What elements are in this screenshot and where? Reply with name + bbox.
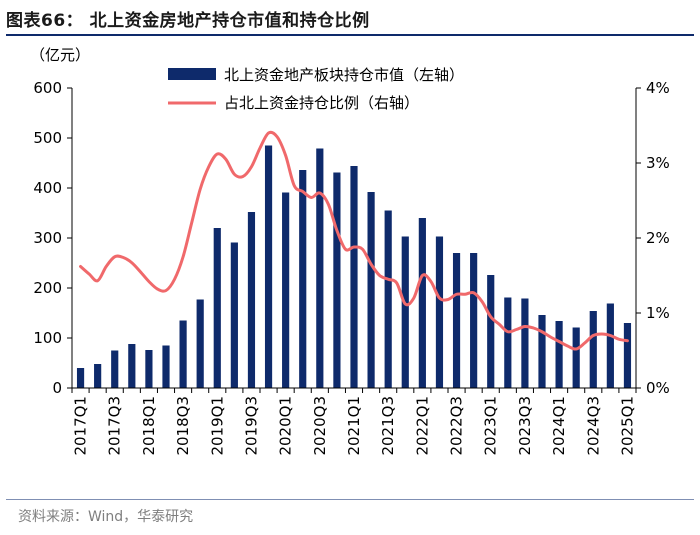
y-left-tick-label: 500 [33, 129, 62, 147]
bar-2020Q1 [282, 192, 290, 388]
bar-2024Q3 [589, 311, 597, 388]
source-rule [6, 499, 694, 500]
bar-2023Q2 [504, 297, 512, 388]
bar-2017Q1 [76, 368, 85, 388]
bar-2022Q2 [435, 236, 444, 388]
x-tick-label-2023Q1: 2023Q1 [482, 396, 500, 456]
bar-2023Q4 [538, 315, 546, 388]
bar-2023Q3 [521, 298, 529, 388]
x-tick-label-2018Q1: 2018Q1 [140, 396, 158, 456]
bar-2020Q2 [299, 170, 307, 388]
bar-2021Q3 [384, 210, 392, 388]
bar-2018Q3 [179, 320, 187, 388]
y-left-tick-label: 600 [33, 79, 62, 97]
bar-2017Q2 [94, 364, 102, 388]
axes [67, 87, 641, 393]
x-tick-label-2017Q3: 2017Q3 [106, 396, 124, 456]
title-rule [6, 34, 694, 36]
bar-2018Q2 [162, 345, 170, 388]
figure-title: 图表66： 北上资金房地产持仓市值和持仓比例 [6, 11, 370, 31]
x-tick-label-2022Q3: 2022Q3 [448, 396, 466, 456]
x-tick-label-2019Q3: 2019Q3 [242, 396, 260, 456]
x-tick-label-2021Q1: 2021Q1 [345, 396, 363, 456]
x-tick-label-2022Q1: 2022Q1 [413, 396, 431, 456]
bar-2024Q4 [606, 303, 614, 388]
y-left-unit-label: （亿元） [30, 46, 90, 64]
bar-2024Q2 [572, 327, 580, 388]
source-note: 资料来源：Wind，华泰研究 [18, 509, 194, 525]
y-left-tick-label: 200 [33, 279, 62, 297]
bar-2019Q4 [264, 145, 273, 388]
y-right-tick-label: 2% [646, 229, 670, 247]
y-right-tick-label: 4% [646, 79, 670, 97]
x-tick-label-2018Q3: 2018Q3 [174, 396, 192, 456]
x-tick-label-2020Q3: 2020Q3 [311, 396, 329, 456]
bar-2023Q1 [487, 275, 495, 388]
x-tick-label-2020Q1: 2020Q1 [277, 396, 295, 456]
legend-line-label: 占北上资金持仓比例（右轴） [224, 94, 419, 112]
bar-2018Q1 [145, 350, 153, 388]
bar-2018Q4 [196, 299, 204, 388]
bar-2021Q1 [350, 166, 358, 388]
bar-2022Q4 [470, 253, 478, 388]
x-tick-label-2023Q3: 2023Q3 [516, 396, 534, 456]
x-tick-label-2019Q1: 2019Q1 [208, 396, 226, 456]
line-series [79, 130, 629, 351]
bar-2021Q2 [367, 192, 375, 388]
bar-2017Q4 [128, 344, 136, 388]
y-left-tick-label: 300 [33, 229, 62, 247]
tick-labels: 0 100 200 300 400 500 600 0% 1% 2% 3% 4% 2017Q1 2017Q… [33, 79, 669, 456]
bar-2022Q3 [452, 253, 461, 388]
bar-2022Q1 [418, 218, 426, 388]
y-left-tick-label: 400 [33, 179, 62, 197]
y-left-tick-label: 0 [52, 379, 62, 397]
legend: 北上资金地产板块持仓市值（左轴） 占北上资金持仓比例（右轴） [168, 66, 464, 112]
bar-2019Q2 [230, 242, 238, 388]
x-tick-label-2021Q3: 2021Q3 [379, 396, 397, 456]
bar-2017Q3 [111, 350, 119, 388]
bar-2025Q1 [623, 323, 632, 388]
x-tick-label-2024Q1: 2024Q1 [550, 396, 568, 456]
x-tick-label-2017Q1: 2017Q1 [72, 396, 90, 456]
bar-2020Q4 [333, 172, 341, 388]
bar-series [76, 145, 632, 388]
y-right-tick-label: 0% [646, 379, 670, 397]
x-tick-label-2024Q3: 2024Q3 [584, 396, 602, 456]
x-tick-label-2025Q1: 2025Q1 [618, 396, 636, 456]
legend-bar-swatch [168, 68, 216, 80]
y-right-tick-label: 1% [646, 304, 670, 322]
ratio-line [79, 130, 629, 351]
bar-2024Q1 [555, 321, 563, 388]
bar-2019Q3 [247, 212, 256, 388]
legend-bar-label: 北上资金地产板块持仓市值（左轴） [224, 66, 464, 84]
y-left-tick-label: 100 [33, 329, 62, 347]
bar-2021Q4 [401, 236, 409, 388]
bar-2019Q1 [213, 228, 221, 388]
y-right-tick-label: 3% [646, 154, 670, 172]
bar-2020Q3 [316, 148, 324, 388]
